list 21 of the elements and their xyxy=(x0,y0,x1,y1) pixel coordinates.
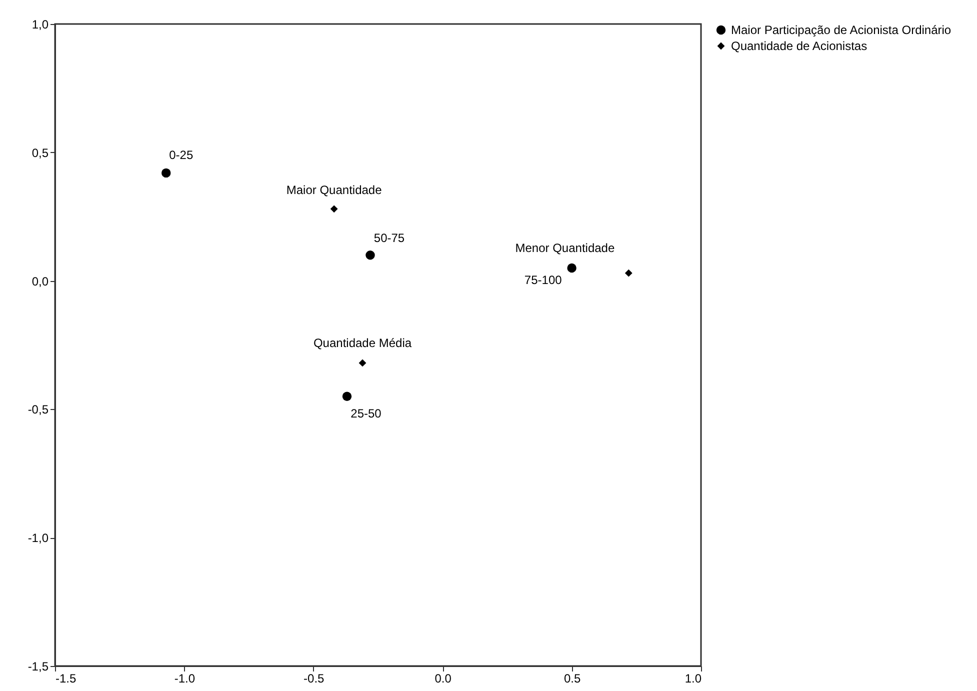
y-tick-label: -1,5 xyxy=(28,660,49,674)
annotation: 50-75 xyxy=(374,231,405,246)
annotation: Menor Quantidade xyxy=(515,241,615,256)
annotation: 75-100 xyxy=(524,272,562,287)
y-tick-label: 0,5 xyxy=(32,146,49,160)
legend-label: Quantidade de Acionistas xyxy=(731,39,868,53)
annotation: Quantidade Média xyxy=(313,336,412,350)
annotation: Maior Quantidade xyxy=(286,182,382,197)
x-tick-label: 0.5 xyxy=(564,672,581,686)
y-tick-label: 1,0 xyxy=(32,18,49,32)
annotation: 25-50 xyxy=(350,406,382,420)
x-tick-label: -1.5 xyxy=(56,672,77,686)
x-tick-label: 0.0 xyxy=(434,672,452,686)
x-tick-label: 1.0 xyxy=(684,672,702,686)
legend-label: Maior Participação de Acionista Ordinário xyxy=(731,23,952,37)
annotation: 0-25 xyxy=(169,148,194,162)
x-tick-label: -0.5 xyxy=(304,672,325,686)
x-tick-label: -1.0 xyxy=(174,672,196,686)
y-tick-label: 0,0 xyxy=(32,274,49,288)
y-tick-label: -1,0 xyxy=(28,531,49,546)
y-tick-label: -0,5 xyxy=(28,402,49,417)
